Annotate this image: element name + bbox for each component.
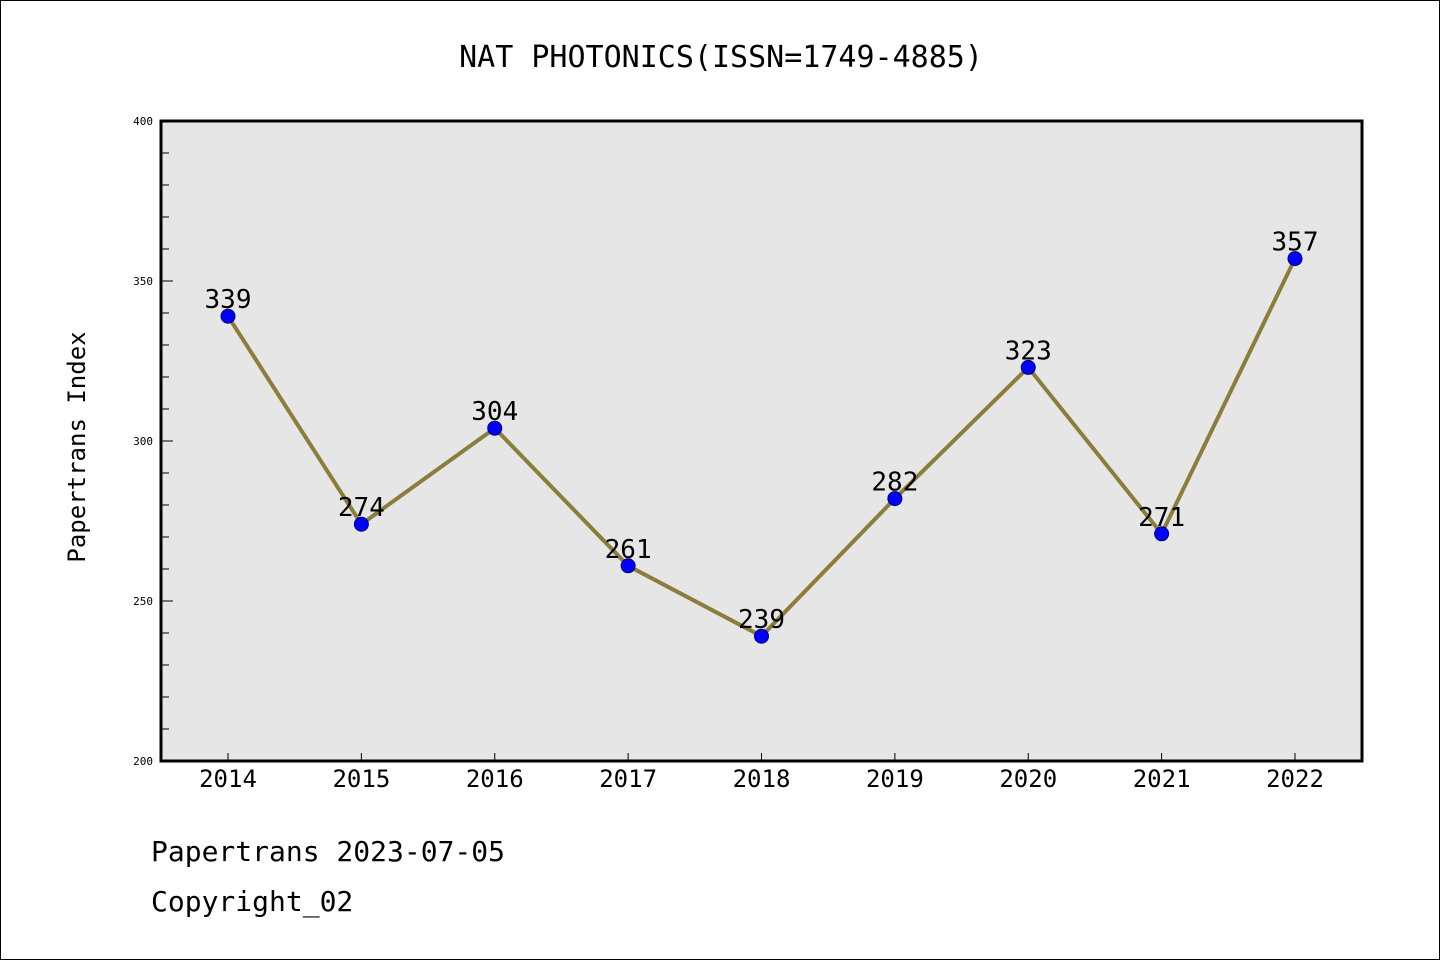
- y-tick-label: 350: [133, 275, 153, 288]
- data-label: 357: [1272, 228, 1319, 258]
- data-point: [1020, 359, 1036, 375]
- y-tick-label: 200: [133, 755, 153, 768]
- y-tick-label: 400: [133, 115, 153, 128]
- x-tick-label: 2017: [599, 765, 657, 793]
- data-label: 282: [871, 468, 918, 498]
- x-tick-label: 2021: [1133, 765, 1191, 793]
- data-label: 339: [205, 285, 252, 315]
- x-tick-label: 2019: [866, 765, 924, 793]
- data-point: [754, 628, 769, 644]
- data-points: [220, 251, 1303, 644]
- x-tick-label: 2020: [999, 765, 1057, 793]
- x-tick-label: 2016: [466, 765, 524, 793]
- data-labels: 339 274 304 261 239 282 323 271 357: [205, 228, 1319, 636]
- data-point: [220, 308, 236, 324]
- data-label: 323: [1005, 336, 1052, 366]
- x-tick-label: 2018: [733, 765, 791, 793]
- x-tick-label: 2022: [1266, 765, 1324, 793]
- data-label: 271: [1138, 503, 1185, 533]
- y-tick-label: 300: [133, 435, 153, 448]
- chart-title: NAT PHOTONICS(ISSN=1749-4885): [459, 40, 983, 75]
- x-axis: 2014 2015 2016 2017 2018 2019 2020 2021 2022: [199, 753, 1324, 793]
- data-point: [487, 420, 503, 436]
- x-tick-label: 2014: [199, 765, 257, 793]
- footer-copyright: Copyright_02: [151, 885, 354, 918]
- footer-date: Papertrans 2023-07-05: [151, 835, 506, 868]
- y-axis-label: Papertrans Index: [63, 331, 91, 562]
- data-point: [1287, 251, 1303, 267]
- data-label: 274: [338, 493, 385, 523]
- data-point: [620, 558, 636, 574]
- data-point: [887, 491, 903, 507]
- data-label: 239: [738, 605, 785, 635]
- data-label: 261: [605, 535, 652, 565]
- data-label: 304: [471, 397, 518, 427]
- y-axis: 200 250 300 350 400: [133, 115, 173, 768]
- plot-area: [159, 119, 1364, 763]
- data-point: [353, 516, 369, 532]
- x-tick-label: 2015: [332, 765, 390, 793]
- y-tick-label: 250: [133, 595, 153, 608]
- data-point: [1154, 526, 1170, 542]
